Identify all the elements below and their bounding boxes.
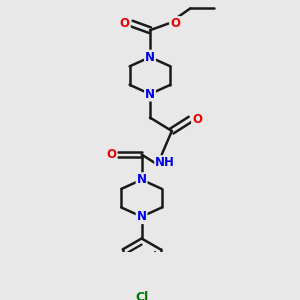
Text: NH: NH <box>155 156 175 170</box>
Text: Cl: Cl <box>135 291 148 300</box>
Text: O: O <box>170 17 180 30</box>
Text: N: N <box>136 173 147 186</box>
Text: O: O <box>106 148 116 161</box>
Text: O: O <box>120 17 130 30</box>
Text: O: O <box>192 113 202 126</box>
Text: N: N <box>145 88 155 100</box>
Text: N: N <box>145 51 155 64</box>
Text: N: N <box>136 210 147 223</box>
